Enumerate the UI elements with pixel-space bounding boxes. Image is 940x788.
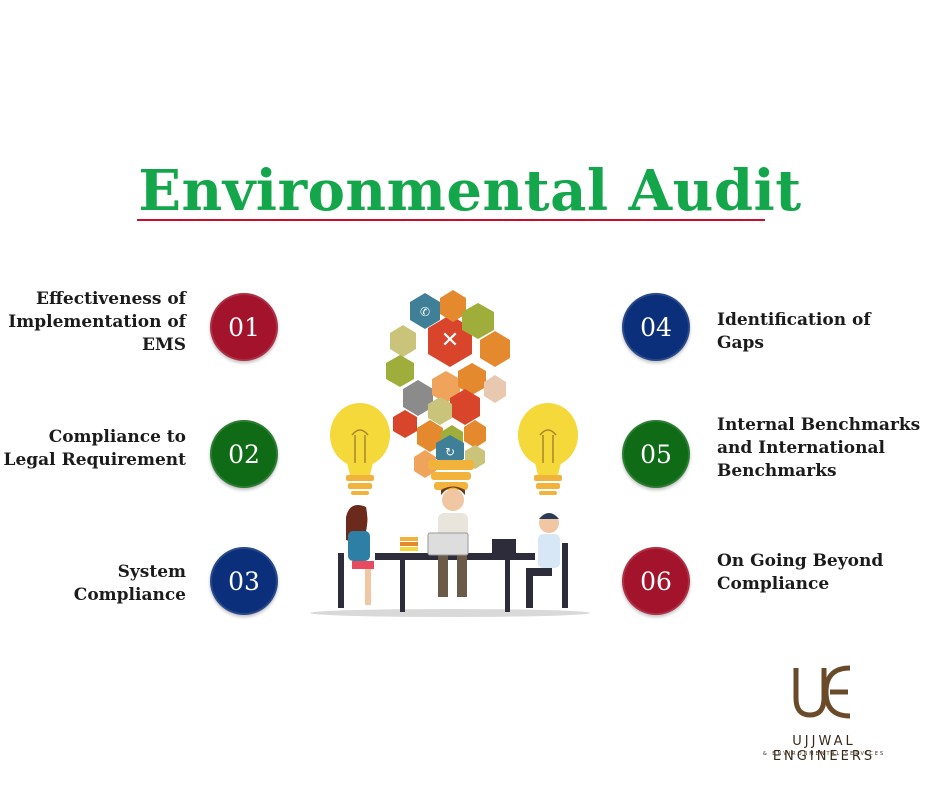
item-05-line-1: Internal Benchmarks [717, 415, 921, 435]
item-01-line-1: Effectiveness of [36, 289, 186, 309]
item-label-05: Internal Benchmarks and International Be… [717, 414, 920, 483]
number-circle-06: 06 [622, 547, 690, 615]
item-label-03: System Compliance [74, 561, 186, 607]
people-at-table-icon [310, 486, 590, 617]
number-circle-03: 03 [210, 547, 278, 615]
item-01-line-2: Implementation of [8, 312, 186, 332]
item-label-01: Effectiveness of Implementation of EMS [8, 288, 186, 357]
item-06-line-2: Compliance [717, 574, 830, 594]
item-label-04: Identification of Gaps [717, 309, 871, 355]
svg-text:↻: ↻ [445, 445, 455, 459]
lightbulb-icon-right [518, 403, 578, 495]
item-label-02: Compliance to Legal Requirement [4, 426, 186, 472]
number-02: 02 [228, 439, 260, 469]
item-04-line-1: Identification of [717, 310, 871, 330]
number-06: 06 [640, 566, 672, 596]
brand-name: UJJWAL ENGINEERS [772, 734, 876, 764]
page-title: Environmental Audit [138, 158, 802, 224]
title-underline [137, 219, 765, 221]
ujjwal-engineers-logo [793, 665, 851, 719]
item-03-line-1: System [117, 562, 186, 582]
hexagon-cluster-icon: ✕ ✆ ↻ [386, 290, 510, 478]
item-02-line-1: Compliance to [48, 427, 186, 447]
item-05-line-3: Benchmarks [717, 461, 837, 481]
lightbulb-icon [330, 403, 390, 495]
number-circle-04: 04 [622, 293, 690, 361]
item-label-06: On Going Beyond Compliance [717, 550, 883, 596]
number-circle-01: 01 [210, 293, 278, 361]
item-05-line-2: and International [717, 438, 885, 458]
item-03-line-2: Compliance [73, 585, 186, 605]
center-bulb-base [428, 460, 474, 490]
number-circle-02: 02 [210, 420, 278, 488]
number-circle-05: 05 [622, 420, 690, 488]
item-06-line-1: On Going Beyond [717, 551, 884, 571]
brand-tagline: & ENVIRONMENTAL SERVICES [762, 751, 886, 757]
number-01: 01 [228, 312, 260, 342]
svg-text:✆: ✆ [420, 305, 430, 319]
item-04-line-2: Gaps [717, 333, 764, 353]
meeting-illustration: ✕ ✆ ↻ [310, 290, 590, 617]
item-02-line-2: Legal Requirement [3, 450, 186, 470]
number-03: 03 [228, 566, 260, 596]
svg-text:✕: ✕ [441, 328, 459, 353]
number-04: 04 [640, 312, 672, 342]
item-01-line-3: EMS [141, 335, 186, 355]
number-05: 05 [640, 439, 672, 469]
